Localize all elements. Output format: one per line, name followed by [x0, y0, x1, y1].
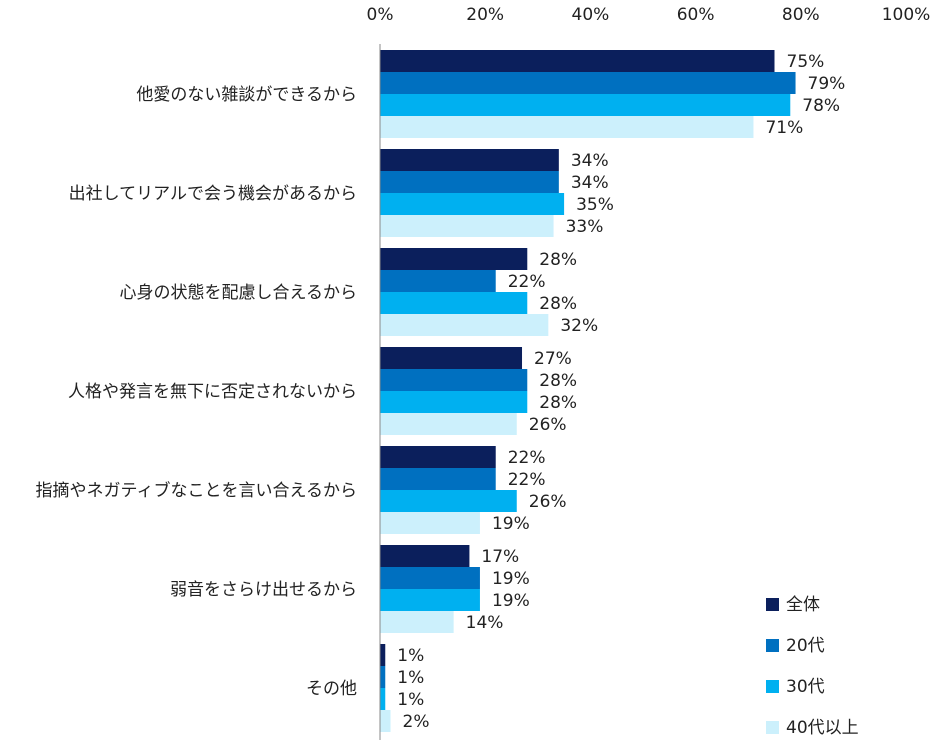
data-label: 28%: [539, 371, 577, 391]
category-label: 指摘やネガティブなことを言い合えるから: [36, 480, 357, 501]
bar: [380, 468, 496, 490]
data-label: 22%: [508, 470, 546, 490]
data-label: 17%: [481, 547, 519, 567]
data-label: 75%: [787, 52, 825, 72]
legend: 全体 20代 30代 40代以上: [766, 595, 859, 738]
bar: [380, 215, 554, 237]
legend-item: 20代: [766, 636, 825, 656]
data-label: 32%: [560, 316, 598, 336]
x-tick-label: 100%: [882, 5, 931, 25]
data-label: 28%: [539, 393, 577, 413]
category-label: 人格や発言を無下に否定されないから: [68, 382, 357, 402]
x-tick-label: 80%: [782, 5, 820, 25]
data-label: 34%: [571, 151, 609, 171]
data-label: 33%: [566, 217, 604, 237]
data-label: 1%: [397, 668, 424, 688]
data-label: 19%: [492, 569, 530, 589]
data-label: 26%: [529, 492, 567, 512]
category-label: 他愛のない雑談ができるから: [136, 85, 357, 105]
bar: [380, 512, 480, 534]
bar: [380, 567, 480, 589]
bar: [380, 248, 528, 270]
category-labels: 他愛のない雑談ができるから出社してリアルで会う機会があるから心身の状態を配慮し合…: [36, 85, 357, 699]
bar: [380, 171, 559, 193]
x-axis-ticks: 0% 20% 40% 60% 80% 100%: [367, 5, 931, 25]
data-label: 22%: [508, 272, 546, 292]
bar: [380, 391, 528, 413]
data-label: 1%: [397, 646, 424, 666]
bar: [380, 611, 454, 633]
data-label: 78%: [802, 96, 840, 116]
legend-label: 40代以上: [786, 718, 859, 738]
data-label: 71%: [765, 118, 803, 138]
category-label: 弱音をさらけ出せるから: [170, 580, 357, 600]
legend-swatch: [766, 598, 779, 611]
data-label: 27%: [534, 349, 572, 369]
legend-label: 20代: [786, 636, 825, 656]
data-label: 35%: [576, 195, 614, 215]
bar: [380, 50, 775, 72]
legend-swatch: [766, 721, 779, 734]
bar: [380, 149, 559, 171]
bar: [380, 545, 470, 567]
x-tick-label: 20%: [466, 5, 504, 25]
bars: [380, 50, 796, 732]
data-label: 79%: [808, 74, 846, 94]
category-label: 心身の状態を配慮し合えるから: [120, 283, 358, 303]
legend-item: 40代以上: [766, 718, 859, 738]
bar: [380, 72, 796, 94]
bar: [380, 369, 528, 391]
data-label: 22%: [508, 448, 546, 468]
legend-swatch: [766, 680, 779, 693]
data-label: 19%: [492, 591, 530, 611]
bar: [380, 490, 517, 512]
category-label: 出社してリアルで会う機会があるから: [69, 184, 357, 204]
bar: [380, 347, 523, 369]
data-label: 2%: [403, 712, 430, 732]
x-tick-label: 40%: [572, 5, 610, 25]
bar: [380, 314, 549, 336]
bar: [380, 688, 386, 710]
legend-item: 全体: [766, 595, 820, 615]
bar: [380, 270, 496, 292]
bar: [380, 292, 528, 314]
data-label: 1%: [397, 690, 424, 710]
data-label: 34%: [571, 173, 609, 193]
bar: [380, 116, 754, 138]
bar: [380, 193, 565, 215]
bar: [380, 94, 791, 116]
data-label: 14%: [466, 613, 504, 633]
data-labels: 75%79%78%71%34%34%35%33%28%22%28%32%27%2…: [397, 52, 845, 732]
legend-label: 30代: [786, 677, 825, 697]
category-label: その他: [306, 679, 357, 699]
bar: [380, 666, 386, 688]
legend-label: 全体: [786, 595, 820, 615]
data-label: 28%: [539, 250, 577, 270]
bar: [380, 710, 391, 732]
data-label: 28%: [539, 294, 577, 314]
bar: [380, 446, 496, 468]
legend-item: 30代: [766, 677, 825, 697]
bar: [380, 589, 480, 611]
bar: [380, 644, 386, 666]
x-tick-label: 60%: [677, 5, 715, 25]
bar: [380, 413, 517, 435]
data-label: 26%: [529, 415, 567, 435]
data-label: 19%: [492, 514, 530, 534]
x-tick-label: 0%: [367, 5, 394, 25]
legend-swatch: [766, 639, 779, 652]
